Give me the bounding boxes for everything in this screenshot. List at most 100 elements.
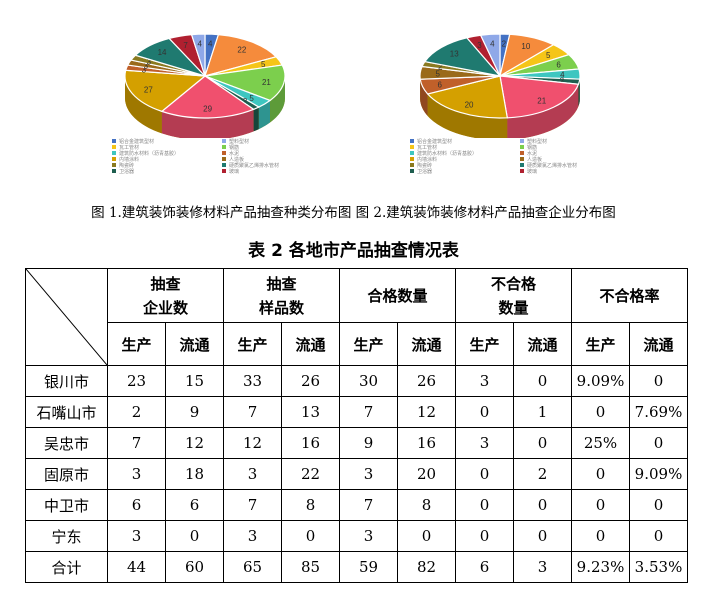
value-cell: 16 (281, 427, 340, 459)
legend-item: 人造板 (222, 157, 322, 163)
value-cell: 9.09% (629, 458, 688, 490)
city-cell: 中卫市 (25, 489, 108, 521)
slice-label: 29 (203, 105, 212, 114)
value-cell: 3 (107, 520, 166, 552)
value-cell: 2 (107, 396, 166, 428)
slice-label: 3 (142, 65, 147, 74)
value-cell: 0 (629, 489, 688, 521)
legend-swatch (520, 157, 524, 161)
slice-label: 10 (521, 42, 530, 51)
value-cell: 0 (571, 520, 630, 552)
value-cell: 0 (629, 365, 688, 397)
value-cell: 3 (339, 520, 398, 552)
legend-item: 卫浴器 (410, 169, 520, 175)
pie-slice-side (161, 109, 254, 138)
value-cell: 12 (397, 396, 456, 428)
value-cell: 0 (165, 520, 224, 552)
table-row: 宁东 3 0 3 0 3 0 0 0 0 0 (25, 520, 688, 552)
city-cell: 吴忠市 (25, 427, 108, 459)
pie-slice-side (578, 79, 580, 107)
value-cell: 9.09% (571, 365, 630, 397)
pie-slice-side (270, 76, 285, 123)
city-cell: 合计 (25, 551, 108, 583)
legend-1: 铝合金建筑型材 塑料型材 瓦工管材 钢筋 建筑防水材料（沥青基胶） 水泥 内墙涂料 人造板 陶瓷… (112, 139, 322, 175)
value-cell: 8 (281, 489, 340, 521)
group-header: 合格数量 (339, 268, 456, 323)
value-cell: 22 (281, 458, 340, 490)
value-cell: 3 (339, 458, 398, 490)
slice-label: 4 (208, 39, 213, 48)
slice-label: 2 (560, 76, 565, 85)
value-cell: 20 (397, 458, 456, 490)
slice-label: 5 (436, 70, 441, 79)
legend-item: 铝合金建筑型材 (112, 139, 222, 145)
value-cell: 0 (281, 520, 340, 552)
value-cell: 44 (107, 551, 166, 583)
legend-item: 陶瓷砖 (112, 163, 222, 169)
group-header: 抽查 样品数 (223, 268, 340, 323)
slice-label: 6 (437, 80, 442, 89)
legend-item: 瓦工管材 (410, 145, 520, 151)
pie-slice-side (420, 79, 428, 116)
legend-swatch (222, 151, 226, 155)
pie-slice (204, 64, 286, 102)
sub-header: 生产 (571, 322, 630, 366)
pie-slice-side (125, 76, 162, 134)
legend-item: 瓦工管材 (112, 145, 222, 151)
sub-header: 流通 (513, 322, 572, 366)
value-cell: 0 (629, 520, 688, 552)
value-cell: 15 (165, 365, 224, 397)
value-cell: 0 (513, 365, 572, 397)
legend-swatch (410, 151, 414, 155)
legend-swatch (410, 139, 414, 143)
legend-item: 塑料型材 (222, 139, 322, 145)
legend-swatch (410, 145, 414, 149)
city-cell: 固原市 (25, 458, 108, 490)
value-cell: 7 (223, 489, 282, 521)
value-cell: 0 (513, 520, 572, 552)
legend-2: 铝合金建筑型材 塑料型材 瓦工管材 钢筋 建筑防水材料（沥青基胶） 水泥 内墙涂料 人造板 陶瓷… (410, 139, 620, 175)
legend-item: 建筑防水材料（沥青基胶） (410, 151, 520, 157)
value-cell: 7 (339, 489, 398, 521)
legend-item: 硬质聚氯乙烯排水管材 (222, 163, 322, 169)
value-cell: 0 (629, 427, 688, 459)
legend-swatch (520, 151, 524, 155)
legend-item: 内墙涂料 (410, 157, 520, 163)
sub-header: 生产 (107, 322, 166, 366)
legend-swatch (222, 139, 226, 143)
pie-slice-side (507, 84, 579, 138)
slice-label: 21 (537, 96, 546, 105)
slice-label: 4 (560, 71, 565, 80)
pie-slice (479, 33, 501, 77)
value-cell: 8 (397, 489, 456, 521)
city-cell: 宁东 (25, 520, 108, 552)
value-cell: 0 (571, 458, 630, 490)
legend-swatch (520, 163, 524, 167)
legend-swatch (112, 151, 116, 155)
diagonal-header-cell (25, 268, 108, 366)
group-header: 不合格 数量 (455, 268, 572, 323)
pie-slice (423, 37, 502, 77)
slice-label: 13 (450, 50, 459, 59)
value-cell: 12 (223, 427, 282, 459)
value-cell: 3 (223, 520, 282, 552)
value-cell: 13 (281, 396, 340, 428)
value-cell: 0 (455, 396, 514, 428)
legend-item: 建筑防水材料（沥青基胶） (112, 151, 222, 157)
slice-label: 2 (502, 39, 507, 48)
table-row: 合计 44 60 65 85 59 82 6 3 9.23% 3.53% (25, 551, 688, 583)
sub-header: 流通 (629, 322, 688, 366)
table-row: 石嘴山市 2 9 7 13 7 12 0 1 0 7.69% (25, 396, 688, 428)
legend-item: 钢筋 (520, 145, 620, 151)
slice-label: 21 (262, 78, 271, 87)
legend-item: 水泥 (222, 151, 322, 157)
value-cell: 0 (513, 489, 572, 521)
table-row: 银川市 23 15 33 26 30 26 3 0 9.09% 0 (25, 365, 688, 397)
legend-item: 人造板 (520, 157, 620, 163)
value-cell: 3.53% (629, 551, 688, 583)
sub-header: 生产 (455, 322, 514, 366)
legend-swatch (112, 163, 116, 167)
slice-label: 6 (556, 61, 561, 70)
value-cell: 7.69% (629, 396, 688, 428)
value-cell: 3 (455, 365, 514, 397)
